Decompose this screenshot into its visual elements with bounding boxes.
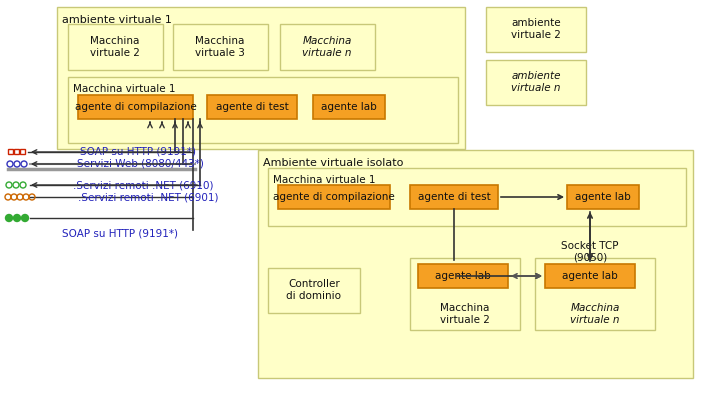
Text: Macchina virtuale 1: Macchina virtuale 1 [273,175,376,185]
Bar [486,7,586,52]
Text: Ambiente virtuale isolato: Ambiente virtuale isolato [263,158,404,168]
Text: .Servizi remoti .NET (6901): .Servizi remoti .NET (6901) [78,192,218,202]
Bar [418,264,508,288]
Bar [68,24,163,70]
Circle shape [13,214,20,222]
Text: agente di compilazione: agente di compilazione [273,192,395,202]
Bar [68,77,458,143]
Text: agente lab: agente lab [562,271,618,281]
Bar [207,95,297,119]
Bar [268,268,360,313]
Text: agente di test: agente di test [216,102,289,112]
Bar [486,60,586,105]
Text: Servizi Web (8080/443*): Servizi Web (8080/443*) [77,159,204,169]
Text: Macchina virtuale 1: Macchina virtuale 1 [73,84,176,94]
Bar [20,149,25,154]
Text: agente di test: agente di test [418,192,491,202]
Text: SOAP su HTTP (9191*): SOAP su HTTP (9191*) [62,228,178,238]
Bar [78,95,193,119]
Text: Macchina
virtuale 2: Macchina virtuale 2 [440,303,490,325]
Text: agente lab: agente lab [321,102,377,112]
Text: agente lab: agente lab [435,271,491,281]
Text: ambiente
virtuale n: ambiente virtuale n [511,71,561,93]
Bar [173,24,268,70]
Text: Controller
di dominio: Controller di dominio [286,279,341,301]
Bar [14,149,19,154]
Text: Macchina
virtuale 3: Macchina virtuale 3 [195,36,245,58]
Bar [280,24,375,70]
Bar [258,150,693,378]
Bar [8,149,13,154]
Bar [57,7,465,149]
Text: ambiente virtuale 1: ambiente virtuale 1 [62,15,172,25]
Circle shape [22,214,29,222]
Text: Macchina
virtuale n: Macchina virtuale n [570,303,620,325]
Bar [278,185,390,209]
Bar [535,258,655,330]
Text: ambiente
virtuale 2: ambiente virtuale 2 [511,18,561,40]
Circle shape [6,214,13,222]
Bar [313,95,385,119]
Bar [410,258,520,330]
Bar [567,185,639,209]
Bar [268,168,686,226]
Bar [545,264,635,288]
Text: agente di compilazione: agente di compilazione [74,102,197,112]
Text: Socket TCP
(9050): Socket TCP (9050) [562,241,618,263]
Text: Macchina
virtuale n: Macchina virtuale n [303,36,352,58]
Text: agente lab: agente lab [575,192,631,202]
Text: .Servizi remoti .NET (6910): .Servizi remoti .NET (6910) [73,180,213,190]
Text: SOAP su HTTP (9191*): SOAP su HTTP (9191*) [80,147,196,157]
Text: Macchina
virtuale 2: Macchina virtuale 2 [90,36,140,58]
Bar [410,185,498,209]
